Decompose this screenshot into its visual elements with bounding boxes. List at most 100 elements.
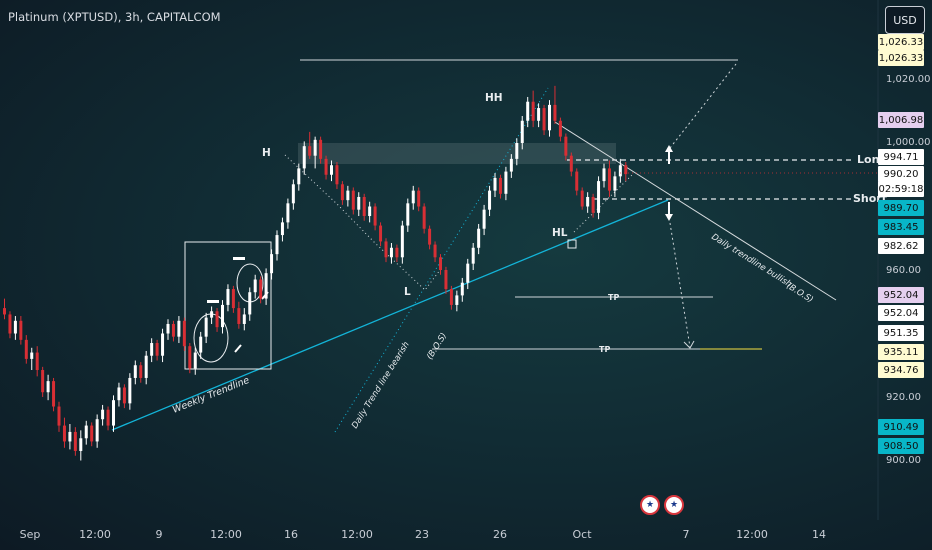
candle-up [493,177,497,191]
candles-group [3,85,628,461]
candle-up [291,184,295,204]
candle-down [351,190,355,210]
candle-up [482,209,486,229]
candle-up [112,400,115,426]
candle-up [144,355,148,378]
candle-down [41,370,45,393]
bos-bearish-label: (B.O.S) [425,331,449,361]
us-flag-icon-2[interactable]: ★ [664,495,684,515]
pencil-mark-1 [234,344,242,353]
candle-up [253,279,257,293]
price-tick-900: 900.00 [886,455,921,466]
candle-up [597,181,601,213]
price-label-982: 982.62 [878,238,924,254]
pivot-hh-label: HH [485,92,503,104]
price-label-908: 908.50 [878,438,924,454]
candle-up [286,203,290,223]
x-tick-23: 23 [415,528,429,541]
candle-up [13,320,17,334]
candle-up [471,247,475,264]
candle-up [488,190,492,210]
x-tick-1200-a: 12:00 [79,528,111,541]
long-arrow-head [665,145,673,152]
candle-down [52,381,56,407]
pivot-h-label: H [262,147,271,159]
price-label-983: 983.45 [878,219,924,235]
candle-down [182,320,186,347]
price-tick-920: 920.00 [886,392,921,403]
candle-down [155,343,159,356]
candle-up [177,320,181,337]
candle-up [455,295,459,305]
candle-up [330,165,333,175]
weekly-trendline-label: Weekly Trendline [171,375,251,416]
price-label-951: 951.35 [878,325,924,341]
x-tick-1200-b: 12:00 [210,528,242,541]
x-tick-14: 14 [812,528,826,541]
candle-up [210,311,214,318]
price-label-994: 994.71 [878,149,924,165]
candle-down [340,184,344,201]
candle-down [373,206,377,226]
price-label-990: 990.20 [878,166,924,182]
candle-up [270,254,274,274]
candle-up [509,158,513,172]
candle-down [19,320,23,340]
candle-down [428,228,432,245]
daily-bullish-label: Daily trendline bullish [709,232,793,290]
candle-up [460,282,464,296]
candle-up [117,387,121,401]
candle-down [324,158,328,175]
price-label-910: 910.49 [878,419,924,435]
candle-down [498,177,502,194]
candle-up [520,120,524,143]
candle-down [188,346,192,369]
candle-down [439,257,442,270]
price-label-952a: 952.04 [878,287,924,303]
consolidation-box [184,241,272,370]
candle-down [575,171,579,191]
candle-up [613,176,617,191]
candle-up [264,273,268,299]
candle-up [226,289,230,305]
candle-up [602,168,606,182]
candle-up [275,235,279,255]
candle-down [106,409,110,426]
candle-up [95,419,99,442]
candle-down [171,323,175,337]
candle-up [248,292,252,315]
x-tick-1200-c: 12:00 [341,528,373,541]
candle-up [84,425,88,439]
candle-up [193,352,197,369]
candle-down [319,139,323,159]
price-label-countdown: 02:59:18 [878,181,924,197]
swing-path [284,154,441,291]
candle-down [57,406,61,426]
candle-down [379,225,383,242]
price-label-952b: 952.04 [878,305,924,321]
candle-down [444,270,448,290]
us-flag-icon-1[interactable]: ★ [640,495,660,515]
weekly-trendline [111,199,669,431]
price-label-1026b: 1,026.33 [878,50,924,66]
candle-down [449,289,453,305]
candle-up [368,206,372,217]
pivot-hl-label: HL [552,227,568,239]
candle-up [242,314,246,324]
dash-marker-1 [207,300,219,303]
candle-down [231,289,235,309]
currency-button[interactable]: USD [885,6,925,34]
candle-down [542,108,546,131]
candle-up [30,352,34,359]
candle-down [422,206,426,229]
price-tick-1020: 1,020.00 [886,74,931,85]
candle-down [384,241,388,258]
candle-up [166,323,170,334]
candle-down [8,314,12,334]
candle-down [73,431,77,451]
pivot-l-label: L [404,286,411,298]
price-label-935: 935.11 [878,344,924,360]
candle-down [591,196,595,213]
candle-up [504,171,508,194]
